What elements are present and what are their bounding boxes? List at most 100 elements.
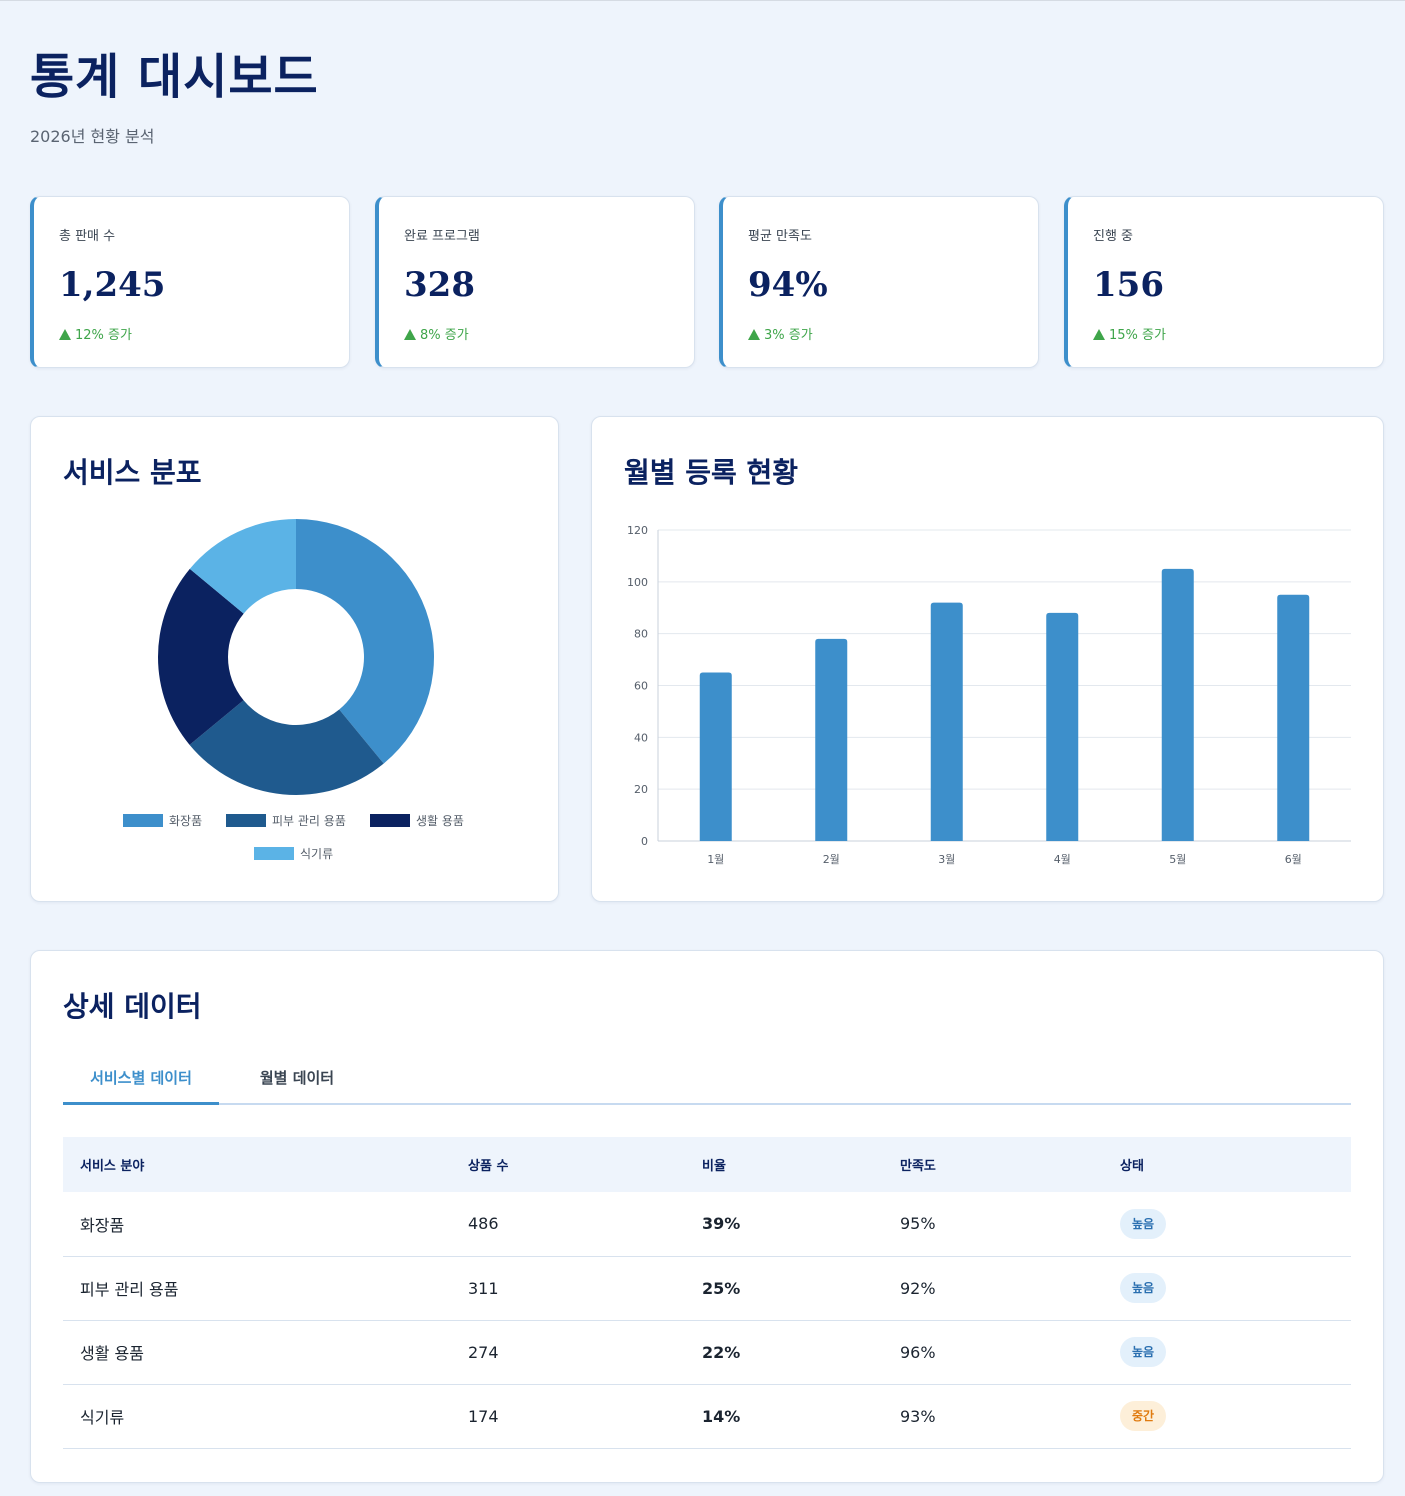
tab-bar: 서비스별 데이터 월별 데이터	[63, 1055, 1351, 1105]
kpi-label: 진행 중	[1093, 229, 1134, 244]
cell-satisfaction: 93%	[900, 1406, 936, 1426]
tab-monthly-data[interactable]: 월별 데이터	[259, 1069, 335, 1087]
column-header-service: 서비스 분야	[80, 1159, 145, 1174]
column-header-ratio: 비율	[702, 1159, 726, 1174]
bar[interactable]	[815, 638, 848, 841]
status-badge: 중간	[1120, 1401, 1167, 1431]
column-header-count: 상품 수	[468, 1159, 509, 1174]
y-tick-label: 120	[627, 524, 648, 537]
y-tick-label: 80	[634, 628, 648, 641]
arrow-up-icon	[748, 329, 760, 340]
table-row: 생활 용품 274 22% 96% 높음	[63, 1320, 1351, 1384]
kpi-value: 328	[404, 265, 475, 305]
x-tick-label: 3월	[938, 853, 955, 866]
legend-label: 화장품	[169, 814, 203, 828]
y-tick-label: 0	[641, 835, 648, 848]
kpi-change: 3% 증가	[748, 324, 813, 343]
cell-count: 311	[468, 1278, 499, 1298]
y-tick-label: 60	[634, 680, 648, 693]
kpi-label: 평균 만족도	[748, 229, 812, 244]
donut-slice[interactable]	[189, 519, 296, 614]
x-tick-label: 1월	[707, 853, 724, 866]
kpi-change-text: 3% 증가	[764, 328, 813, 343]
bar[interactable]	[1277, 594, 1310, 841]
kpi-label: 완료 프로그램	[404, 229, 480, 244]
arrow-up-icon	[59, 329, 71, 340]
legend-swatch	[123, 814, 163, 827]
y-tick-label: 40	[634, 731, 648, 744]
kpi-card-avg-satisfaction: 평균 만족도 94% 3% 증가	[719, 196, 1039, 368]
cell-count: 174	[468, 1406, 499, 1426]
cell-service: 식기류	[80, 1408, 125, 1427]
status-badge: 높음	[1120, 1208, 1167, 1239]
column-header-status: 상태	[1120, 1159, 1144, 1174]
service-distribution-card: 서비스 분포 화장품 피부 관리 용품 생활 용품 식기류	[30, 416, 559, 902]
column-header-satisfaction: 만족도	[900, 1159, 936, 1174]
cell-service: 피부 관리 용품	[80, 1280, 179, 1299]
legend-label: 피부 관리 용품	[272, 814, 346, 828]
kpi-change: 12% 증가	[59, 324, 132, 343]
bar-chart-title: 월별 등록 현황	[624, 456, 799, 489]
detail-data-card: 상세 데이터 서비스별 데이터 월별 데이터 서비스 분야 상품 수 비율 만족…	[30, 950, 1384, 1483]
cell-satisfaction: 96%	[900, 1342, 936, 1362]
table-row: 식기류 174 14% 93% 중간	[63, 1384, 1351, 1448]
legend-item-skincare[interactable]: 피부 관리 용품	[226, 812, 346, 829]
cell-ratio: 39%	[702, 1214, 741, 1234]
bar[interactable]	[930, 602, 963, 841]
table-header-row: 서비스 분야 상품 수 비율 만족도 상태	[63, 1137, 1351, 1192]
cell-ratio: 22%	[702, 1342, 741, 1362]
y-tick-label: 100	[627, 576, 648, 589]
kpi-change-text: 15% 증가	[1109, 328, 1166, 343]
legend-item-tableware[interactable]: 식기류	[254, 845, 333, 862]
monthly-registration-card: 월별 등록 현황 0 20 40 60 80 100 120 1월 2월 3월 4월 5월 6월	[591, 416, 1384, 902]
cell-service: 생활 용품	[80, 1344, 144, 1363]
kpi-card-in-progress: 진행 중 156 15% 증가	[1064, 196, 1384, 368]
kpi-value: 94%	[748, 265, 828, 305]
legend-label: 생활 용품	[416, 814, 464, 828]
kpi-value: 1,245	[59, 265, 166, 305]
kpi-card-completed-programs: 완료 프로그램 328 8% 증가	[375, 196, 695, 368]
page-subtitle: 2026년 현황 분석	[30, 127, 155, 146]
legend-swatch	[254, 847, 294, 860]
kpi-change: 15% 증가	[1093, 324, 1166, 343]
kpi-value: 156	[1093, 265, 1164, 305]
bar[interactable]	[1046, 612, 1079, 841]
legend-label: 식기류	[300, 847, 334, 861]
detail-title: 상세 데이터	[63, 990, 202, 1023]
kpi-change-text: 12% 증가	[75, 328, 132, 343]
x-tick-label: 6월	[1285, 853, 1302, 866]
kpi-label: 총 판매 수	[59, 229, 116, 244]
x-tick-label: 2월	[823, 853, 840, 866]
donut-slice[interactable]	[189, 700, 384, 795]
legend-item-household[interactable]: 생활 용품	[370, 812, 464, 829]
kpi-change: 8% 증가	[404, 324, 469, 343]
cell-count: 486	[468, 1214, 499, 1234]
legend-swatch	[370, 814, 410, 827]
bar[interactable]	[699, 672, 732, 841]
legend-item-cosmetics[interactable]: 화장품	[123, 812, 202, 829]
status-badge: 높음	[1120, 1273, 1167, 1303]
cell-service: 화장품	[80, 1215, 125, 1235]
x-tick-label: 5월	[1169, 853, 1186, 866]
cell-satisfaction: 95%	[900, 1214, 936, 1234]
bar[interactable]	[1161, 568, 1194, 841]
cell-satisfaction: 92%	[900, 1278, 936, 1298]
donut-slice[interactable]	[296, 519, 434, 764]
donut-slice[interactable]	[158, 568, 244, 745]
detail-table: 서비스 분야 상품 수 비율 만족도 상태 화장품 486 39% 95% 높음…	[63, 1137, 1351, 1449]
cell-count: 274	[468, 1342, 499, 1362]
table-row: 화장품 486 39% 95% 높음	[63, 1192, 1351, 1256]
table-row: 피부 관리 용품 311 25% 92% 높음	[63, 1256, 1351, 1320]
page-title: 통계 대시보드	[30, 49, 319, 105]
donut-chart	[158, 519, 434, 795]
tab-service-data[interactable]: 서비스별 데이터	[63, 1055, 219, 1105]
y-tick-label: 20	[634, 783, 648, 796]
legend-swatch	[226, 814, 266, 827]
bar-chart: 0 20 40 60 80 100 120 1월 2월 3월 4월 5월 6월	[627, 524, 1351, 866]
kpi-card-total-sales: 총 판매 수 1,245 12% 증가	[30, 196, 350, 368]
kpi-change-text: 8% 증가	[420, 328, 469, 343]
arrow-up-icon	[404, 329, 416, 340]
arrow-up-icon	[1093, 329, 1105, 340]
status-badge: 높음	[1120, 1337, 1167, 1367]
cell-ratio: 25%	[702, 1278, 741, 1298]
